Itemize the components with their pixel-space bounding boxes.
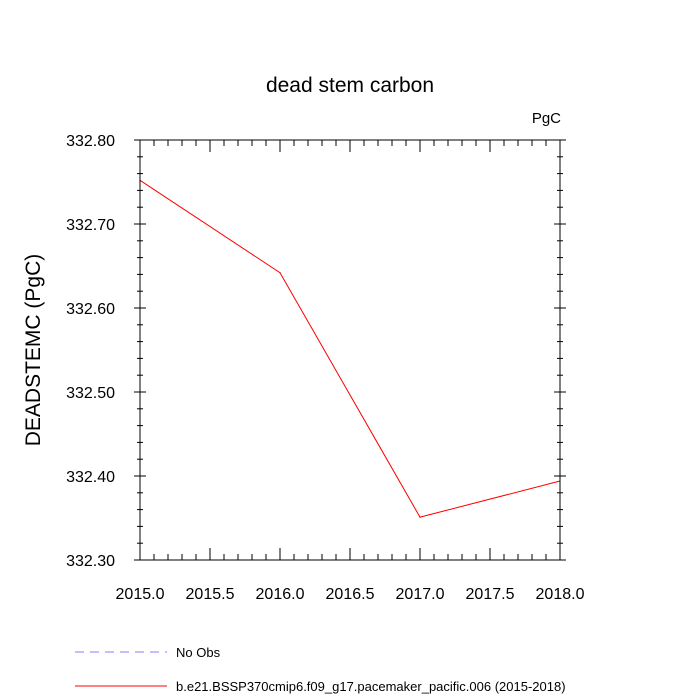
x-tick-label: 2015.5 <box>186 586 235 603</box>
y-tick-label: 332.70 <box>66 217 115 234</box>
x-tick-label: 2015.0 <box>116 586 165 603</box>
legend-label: b.e21.BSSP370cmip6.f09_g17.pacemaker_pac… <box>176 679 566 694</box>
data-point <box>279 272 281 274</box>
x-tick-label: 2016.0 <box>256 586 305 603</box>
tick-marks <box>134 139 566 561</box>
x-tick-label: 2016.5 <box>326 586 375 603</box>
chart-title: dead stem carbon <box>266 74 434 97</box>
y-axis-label: DEADSTEMC (PgC) <box>22 254 45 447</box>
data-point <box>419 516 421 518</box>
plot-frame <box>139 139 561 561</box>
y-tick-label: 332.30 <box>66 553 115 570</box>
y-tick-label: 332.50 <box>66 385 115 402</box>
x-tick-label: 2017.5 <box>466 586 515 603</box>
units-label: PgC <box>532 110 561 127</box>
series-line <box>139 179 561 518</box>
y-tick-label: 332.40 <box>66 469 115 486</box>
legend: No Obs b.e21.BSSP370cmip6.f09_g17.pacemak… <box>75 645 566 694</box>
series-layer <box>139 179 561 518</box>
x-tick-label: 2017.0 <box>396 586 445 603</box>
tick-labels: 2015.0 2015.5 2016.0 2016.5 2017.0 2017.5 2018… <box>66 133 585 603</box>
y-tick-label: 332.60 <box>66 301 115 318</box>
y-tick-label: 332.80 <box>66 133 115 150</box>
legend-label: No Obs <box>176 645 221 660</box>
x-tick-label: 2018.0 <box>536 586 585 603</box>
